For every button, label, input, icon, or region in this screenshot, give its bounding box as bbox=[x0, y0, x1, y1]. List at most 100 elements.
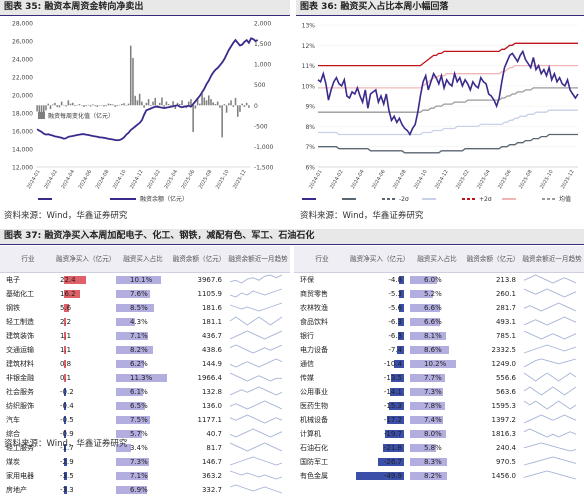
trend-cell bbox=[226, 469, 290, 483]
net-buy-cell: -6.3 bbox=[350, 315, 408, 329]
buy-share-value: 5.8% bbox=[424, 443, 442, 452]
fig35-bar bbox=[47, 103, 50, 106]
trend-sparkline bbox=[229, 484, 283, 493]
trend-line bbox=[523, 274, 577, 283]
fig35-bar bbox=[150, 105, 152, 107]
fig35-bar bbox=[38, 105, 41, 114]
balance-value: 1105.9 bbox=[197, 289, 223, 298]
fig36-chart: 13% 12% 11% 10% 9% 8% 7% 6%2024-01 2024-02 2024-0… bbox=[302, 23, 579, 203]
buy-share-value: 6.2% bbox=[130, 359, 148, 368]
industry-name: 建筑材料 bbox=[6, 359, 34, 368]
trend-cell bbox=[520, 413, 584, 427]
buy-share-value: 8.5% bbox=[130, 303, 148, 312]
balance-value: 1397.2 bbox=[491, 415, 517, 424]
fig36-line-main bbox=[317, 49, 579, 137]
fig35-bar bbox=[78, 104, 81, 106]
header-trend: 融资余额近一月趋势 bbox=[226, 246, 290, 273]
fig35-bar bbox=[127, 103, 130, 106]
fig35-bar bbox=[147, 99, 150, 106]
fig35-x-tick: 2025-08 bbox=[198, 169, 214, 190]
net-buy-bar bbox=[64, 303, 70, 312]
trend-line bbox=[229, 400, 283, 409]
fig35-bar bbox=[136, 100, 139, 106]
fig35-x-tick: 2024-04 bbox=[60, 169, 76, 190]
net-buy-cell: -0.5 bbox=[56, 413, 114, 427]
trend-cell bbox=[520, 329, 584, 343]
fig35-bar bbox=[76, 104, 79, 106]
fig35-legend-swatch-bar bbox=[38, 112, 45, 119]
fig36-y-tick: 13% bbox=[302, 23, 316, 30]
industry-name: 轻工制造 bbox=[6, 317, 34, 326]
buy-share-value: 5.7% bbox=[130, 429, 148, 438]
fig35-bar bbox=[232, 105, 235, 107]
fig35-source: 资料来源：Wind，华鑫证券研究 bbox=[4, 211, 128, 221]
fig36-x-tick: 2025-10 bbox=[539, 169, 555, 190]
trend-cell bbox=[520, 287, 584, 301]
balance-value: 1816.3 bbox=[491, 429, 517, 438]
fig35-bar bbox=[85, 105, 87, 107]
table-row: 建筑装饰 1.1 7.1% 436.7 bbox=[0, 329, 290, 343]
industry-name: 有色金属 bbox=[300, 471, 328, 480]
buy-share-value: 6.5% bbox=[130, 401, 148, 410]
table-row: 汽车 -0.5 7.5% 1177.1 bbox=[0, 413, 290, 427]
buy-share-cell: 8.1% bbox=[408, 329, 466, 343]
trend-cell bbox=[226, 343, 290, 357]
industry-name: 钢铁 bbox=[6, 303, 20, 312]
industry-name: 建筑装饰 bbox=[6, 331, 34, 340]
net-buy-value: 16.2 bbox=[60, 289, 76, 298]
fig35-bar bbox=[203, 97, 206, 106]
buy-share-value: 10.2% bbox=[424, 359, 447, 368]
buy-share-value: 8.2% bbox=[424, 471, 442, 480]
trend-cell bbox=[520, 385, 584, 399]
trend-sparkline bbox=[523, 399, 577, 410]
fig36-y-tick: 9% bbox=[305, 104, 315, 111]
trend-sparkline bbox=[229, 358, 283, 367]
net-buy-bar bbox=[391, 373, 404, 382]
table-row: 商贸零售 -5.3 5.2% 260.1 bbox=[294, 287, 584, 301]
trend-sparkline bbox=[523, 274, 577, 283]
balance-value: 281.7 bbox=[495, 303, 516, 312]
fig35-right-tick: 1,500 bbox=[254, 41, 271, 48]
fig35-bar bbox=[172, 101, 174, 106]
fig36-y-tick: 10% bbox=[302, 83, 316, 90]
trend-line bbox=[229, 302, 283, 311]
fig35-bar bbox=[40, 105, 43, 113]
buy-share-value: 7.1% bbox=[130, 471, 148, 480]
trend-sparkline bbox=[523, 288, 577, 297]
fig36-x-tick: 2025-06 bbox=[497, 169, 513, 190]
fig35-x-tick: 2025-02 bbox=[146, 169, 162, 190]
balance-value: 3967.6 bbox=[197, 275, 223, 284]
trend-line bbox=[229, 372, 282, 381]
net-buy-value: 5.6 bbox=[60, 303, 72, 312]
trend-cell bbox=[226, 427, 290, 441]
table-row: 建筑材料 0.8 6.2% 144.9 bbox=[0, 357, 290, 371]
net-buy-bar bbox=[390, 387, 404, 396]
trend-cell bbox=[520, 469, 584, 483]
buy-share-value: 7.7% bbox=[424, 373, 442, 382]
buy-share-cell: 6.1% bbox=[114, 385, 172, 399]
fig37-table-left: 行业 融资净买入（亿元） 融资买入占比 融资余额（亿元） 融资余额近一月趋势 电… bbox=[0, 246, 290, 497]
table-row: 钢铁 5.6 8.5% 181.6 bbox=[0, 301, 290, 315]
table-row: 纺织服饰 -0.4 6.5% 136.0 bbox=[0, 399, 290, 413]
fig35-bar bbox=[223, 104, 226, 106]
buy-share-bar bbox=[116, 275, 162, 284]
balance-value: 1966.4 bbox=[197, 373, 223, 382]
net-buy-cell: 2.2 bbox=[56, 315, 114, 329]
fig36-line-minus1 bbox=[318, 109, 578, 136]
balance-value: 1595.3 bbox=[491, 401, 517, 410]
trend-cell bbox=[520, 315, 584, 329]
net-buy-value: -7.4 bbox=[388, 345, 402, 354]
trend-sparkline bbox=[229, 315, 283, 326]
net-buy-value: -1.7 bbox=[60, 443, 74, 452]
fig35-bar bbox=[241, 103, 243, 106]
fig35-bar bbox=[134, 95, 136, 106]
net-buy-cell: -49.9 bbox=[350, 469, 408, 483]
fig35-bar bbox=[63, 104, 65, 106]
buy-share-value: 6.6% bbox=[424, 317, 442, 326]
table-row: 通信 -10.4 10.2% 1249.0 bbox=[294, 357, 584, 371]
balance-value: 181.6 bbox=[201, 303, 222, 312]
net-buy-cell: 0.1 bbox=[56, 371, 114, 385]
trend-cell bbox=[226, 483, 290, 497]
trend-sparkline bbox=[229, 428, 283, 437]
trend-sparkline bbox=[229, 302, 283, 311]
